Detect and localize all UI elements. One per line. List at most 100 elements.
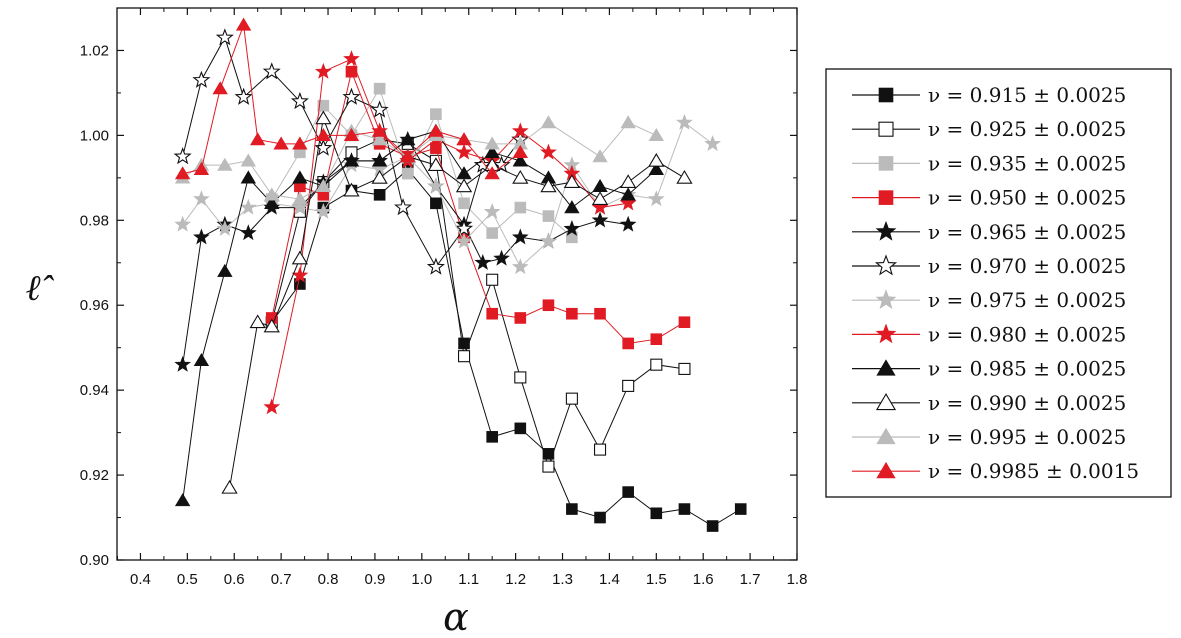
- data-point: [430, 108, 442, 120]
- data-point: [234, 87, 253, 105]
- data-point: [427, 157, 445, 171]
- data-point: [678, 316, 691, 329]
- data-point: [591, 211, 609, 228]
- x-tick-label: 0.4: [130, 571, 151, 588]
- y-tick-label: 0.96: [80, 297, 109, 314]
- data-point: [401, 167, 414, 180]
- data-point: [239, 224, 257, 241]
- data-point: [647, 190, 665, 207]
- data-point: [370, 100, 389, 118]
- data-point: [394, 198, 413, 216]
- legend-item: ν = 0.975 ± 0.0025: [852, 288, 1126, 312]
- data-point: [512, 144, 528, 158]
- data-point: [216, 220, 234, 236]
- legend-items: ν = 0.915 ± 0.0025 ν = 0.925 ± 0.0025 ν = …: [852, 83, 1139, 483]
- data-point: [592, 178, 608, 192]
- data-point: [620, 187, 636, 201]
- series-layer: [173, 17, 747, 532]
- series-line: [271, 139, 685, 469]
- x-tick-label: 1.3: [552, 571, 573, 588]
- series-10: [221, 110, 693, 494]
- data-point: [292, 191, 308, 205]
- data-point: [484, 136, 500, 150]
- data-point: [620, 115, 636, 129]
- data-point: [593, 443, 607, 456]
- data-point: [563, 220, 581, 236]
- series-9: [174, 123, 664, 507]
- legend-label: ν = 0.9985 ± 0.0015: [928, 459, 1139, 483]
- x-tick-label: 1.7: [740, 571, 761, 588]
- legend-marker: [878, 121, 894, 137]
- data-point: [540, 178, 557, 193]
- data-point: [566, 307, 578, 320]
- y-axis-title: ℓ̂: [26, 268, 55, 309]
- legend-label: ν = 0.995 ± 0.0025: [928, 425, 1126, 449]
- data-point: [315, 127, 332, 142]
- legend-marker: [878, 190, 894, 205]
- legend-label: ν = 0.980 ± 0.0025: [928, 322, 1126, 346]
- data-point: [315, 110, 332, 125]
- legend-item: ν = 0.995 ± 0.0025: [852, 425, 1126, 449]
- data-point: [565, 392, 578, 405]
- data-point: [512, 169, 529, 184]
- data-point: [484, 166, 500, 180]
- legend-label: ν = 0.990 ± 0.0025: [928, 391, 1126, 415]
- series-line: [182, 121, 657, 200]
- data-point: [273, 136, 289, 150]
- data-point: [427, 177, 445, 194]
- x-tick-label: 0.6: [224, 571, 245, 588]
- data-point: [483, 203, 501, 219]
- data-point: [264, 187, 280, 201]
- legend-marker: [878, 156, 894, 171]
- y-tick-label: 1.00: [80, 127, 109, 144]
- series-12: [174, 17, 528, 180]
- data-point: [263, 318, 280, 333]
- legend-marker: [876, 427, 896, 445]
- data-point: [458, 197, 470, 210]
- data-point: [217, 263, 233, 277]
- legend-item: ν = 0.965 ± 0.0025: [852, 220, 1126, 244]
- data-point: [620, 174, 637, 188]
- x-tick-label: 1.4: [599, 571, 620, 588]
- data-point: [706, 520, 719, 532]
- data-point: [514, 371, 527, 384]
- data-point: [648, 161, 664, 175]
- data-point: [592, 149, 608, 163]
- data-point: [566, 503, 578, 515]
- y-tick-label: 1.02: [80, 42, 109, 59]
- series-line: [271, 168, 741, 527]
- data-point: [455, 178, 473, 193]
- data-point: [455, 219, 474, 237]
- series-1: [265, 163, 747, 532]
- data-point: [511, 122, 529, 139]
- data-point: [594, 511, 606, 524]
- data-point: [193, 353, 210, 367]
- plot-frame: [116, 7, 798, 561]
- data-point: [540, 143, 557, 160]
- legend-frame: [825, 68, 1172, 498]
- data-point: [262, 62, 281, 80]
- legend-item: ν = 0.925 ± 0.0025: [852, 117, 1126, 141]
- x-tick-label: 1.8: [787, 571, 808, 588]
- data-point: [734, 503, 747, 515]
- legend-marker: [875, 393, 897, 411]
- data-point: [291, 250, 309, 265]
- data-point: [426, 257, 445, 275]
- legend-label: ν = 0.950 ± 0.0025: [928, 186, 1126, 210]
- data-point: [456, 166, 472, 180]
- data-point: [542, 299, 555, 312]
- data-point: [217, 157, 233, 171]
- data-point: [315, 178, 332, 192]
- data-point: [474, 253, 492, 270]
- data-point: [486, 273, 499, 286]
- data-point: [678, 503, 691, 515]
- data-point: [314, 138, 333, 156]
- data-point: [343, 182, 360, 197]
- data-point: [240, 153, 256, 167]
- data-point: [486, 431, 498, 443]
- legend-label: ν = 0.915 ± 0.0025: [928, 83, 1126, 107]
- data-point: [250, 132, 266, 146]
- data-point: [540, 115, 557, 129]
- data-point: [174, 166, 191, 180]
- data-point: [542, 448, 555, 460]
